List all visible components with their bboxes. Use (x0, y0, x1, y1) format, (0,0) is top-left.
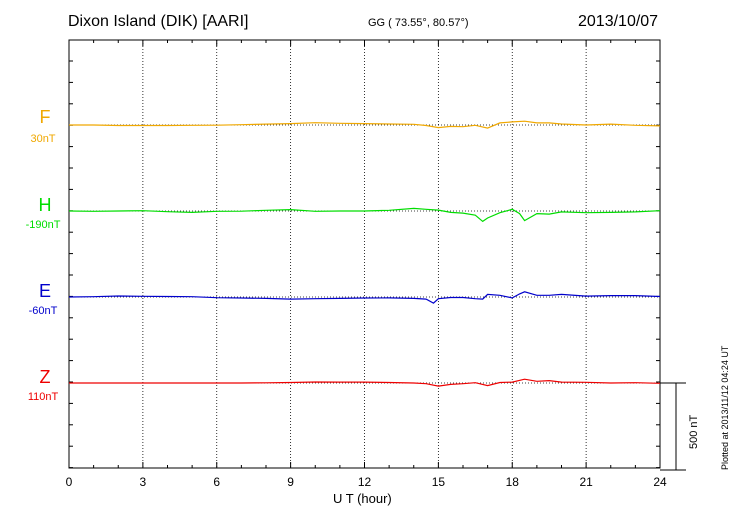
x-tick-label: 0 (66, 475, 73, 489)
station-coordinates: GG ( 73.55°, 80.57°) (368, 17, 469, 29)
series-line-e (68, 291, 661, 304)
series-baseline-h: -190nT (25, 219, 61, 231)
chart-title: Dixon Island (DIK) [AARI] (68, 13, 249, 30)
x-tick-label: 3 (140, 475, 147, 489)
series-label-h: H (38, 195, 52, 215)
x-tick-label: 18 (506, 475, 520, 489)
series-label-f: F (39, 107, 51, 127)
series-baseline-e: -60nT (28, 305, 58, 317)
series-label-z: Z (39, 367, 51, 387)
x-axis-label: U T (hour) (333, 491, 392, 506)
series-line-z (69, 378, 661, 387)
x-tick-label: 9 (287, 475, 294, 489)
plotted-note: Plotted at 2013/11/12 04:24 UT (720, 345, 730, 470)
x-tick-label: 24 (653, 475, 667, 489)
x-tick-label: 12 (358, 475, 372, 489)
series-line-f (69, 120, 661, 129)
series-baseline-f: 30nT (30, 133, 56, 145)
scale-bar-label: 500 nT (688, 414, 700, 449)
chart-date: 2013/10/07 (578, 13, 659, 30)
x-tick-label: 15 (432, 475, 446, 489)
x-tick-label: 6 (213, 475, 220, 489)
series-label-e: E (38, 281, 51, 301)
series-line-h (68, 207, 661, 223)
series-baseline-z: 110nT (27, 391, 59, 403)
x-tick-label: 21 (579, 475, 593, 489)
